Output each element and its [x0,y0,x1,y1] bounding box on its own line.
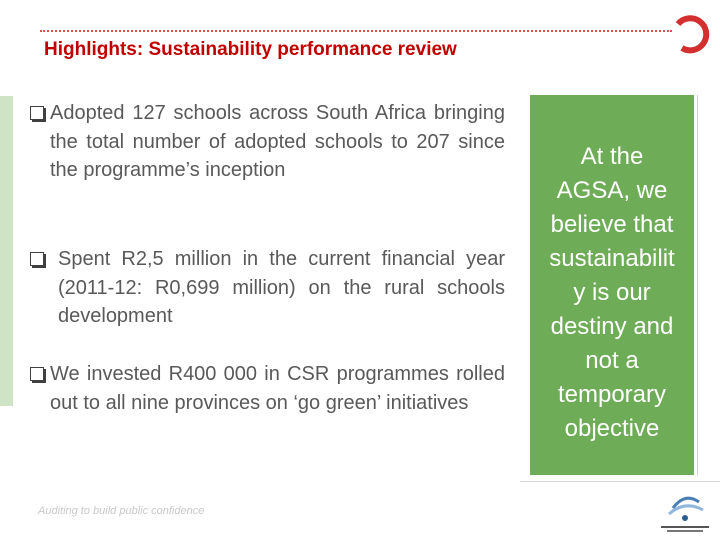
accent-bar [0,96,13,406]
callout-line: y is our [573,279,651,306]
bullet: Spent R2,5 million in the current financ… [30,245,505,331]
callout-line: not a [585,347,639,374]
bullet-icon [30,252,44,266]
divider [520,481,720,482]
callout-line: believe that [550,211,674,238]
bullet: We invested R400 000 in CSR programmes r… [30,360,505,417]
logo-arc [675,15,710,54]
bullet-text: Adopted 127 schools across South Africa … [50,102,505,181]
bullet-text: We invested R400 000 in CSR programmes r… [50,363,505,414]
callout-line: destiny and [550,313,674,340]
callout-line: At the [580,143,644,170]
footer: Auditing to build public confidence [38,505,205,517]
slide-title: Highlights: Sustainability performance r… [44,39,457,60]
agsa-logo [661,496,709,532]
callout-box: At the AGSA, we believe that sustainabilit y… [530,95,694,475]
divider [697,95,698,475]
bullet-text: Spent R2,5 million in the current financ… [58,248,505,327]
callout-line: temporary [557,381,667,408]
callout-line: sustainabilit [549,245,675,272]
dotted-rule [40,30,672,32]
callout-line: AGSA, we [556,177,668,204]
bullet: Adopted 127 schools across South Africa … [30,99,505,185]
bullet-icon [30,367,44,381]
bullet-icon [30,106,44,120]
callout-line: objective [564,415,660,442]
